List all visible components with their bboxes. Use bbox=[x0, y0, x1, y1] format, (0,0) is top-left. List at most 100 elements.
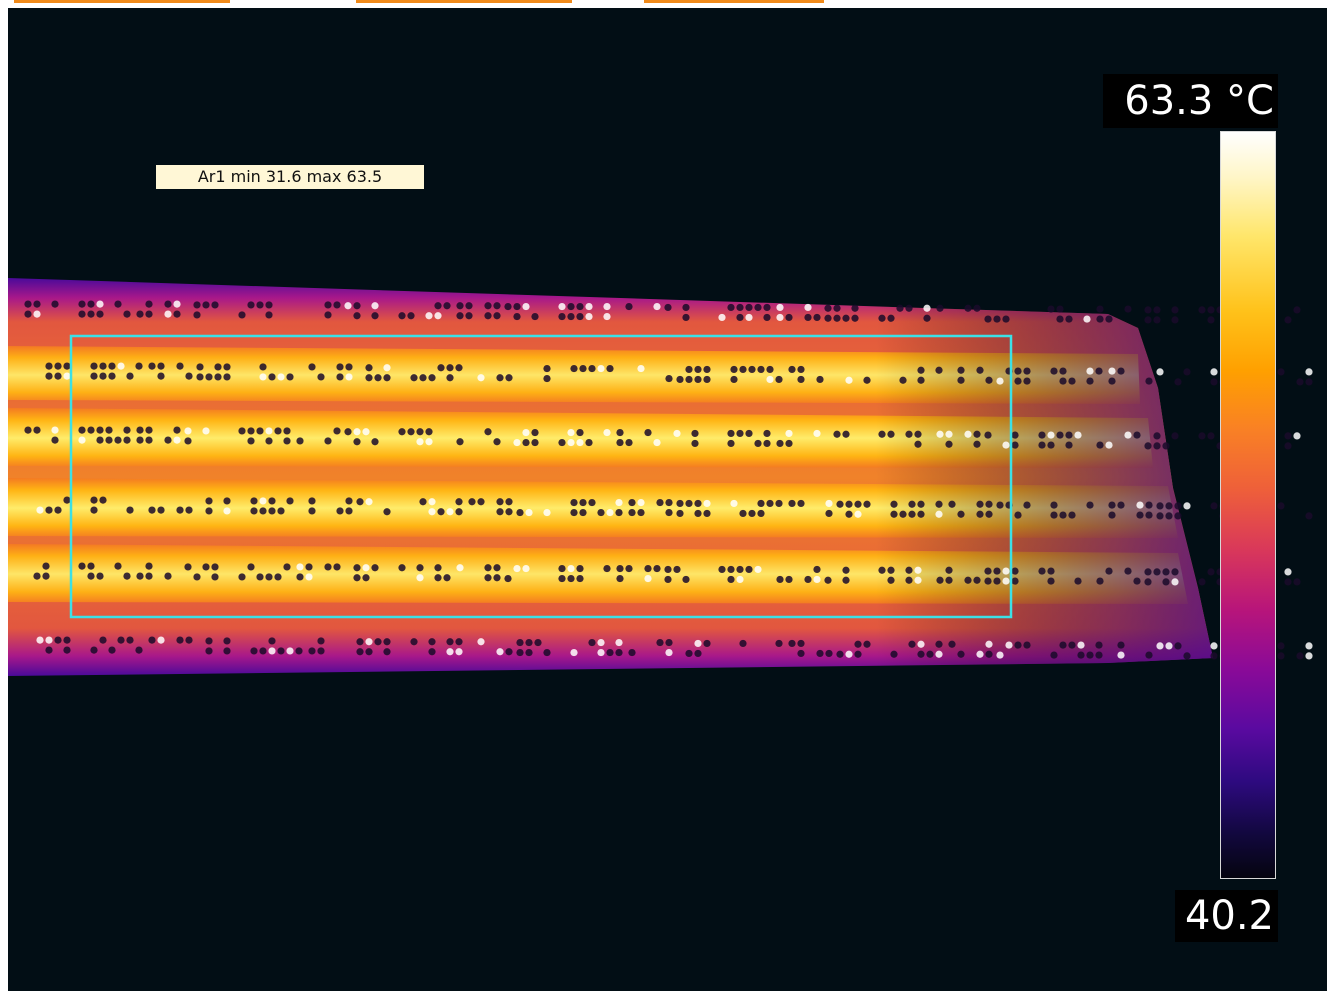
braille-dot bbox=[345, 507, 353, 515]
braille-dot bbox=[446, 508, 454, 516]
braille-dot bbox=[1162, 568, 1170, 576]
braille-dot bbox=[588, 364, 596, 373]
braille-dot bbox=[763, 439, 771, 448]
braille-dot bbox=[567, 438, 575, 447]
braille-dot bbox=[78, 310, 86, 318]
braille-dot bbox=[1145, 511, 1153, 519]
braille-dot bbox=[434, 564, 442, 572]
braille-dot bbox=[739, 639, 747, 648]
braille-dot bbox=[247, 301, 255, 309]
braille-dot bbox=[754, 565, 762, 574]
braille-dot bbox=[383, 508, 391, 516]
braille-dot bbox=[1198, 578, 1206, 586]
braille-dot bbox=[567, 302, 575, 311]
braille-dot bbox=[205, 637, 213, 645]
braille-dot bbox=[576, 302, 584, 311]
braille-dot bbox=[1293, 432, 1301, 440]
braille-dot bbox=[570, 508, 578, 517]
braille-dot bbox=[286, 497, 294, 505]
braille-dot bbox=[365, 498, 373, 506]
braille-dot bbox=[1077, 641, 1085, 649]
braille-dot bbox=[905, 304, 913, 312]
braille-dot bbox=[653, 302, 661, 311]
braille-dot bbox=[274, 427, 282, 435]
braille-dot bbox=[173, 300, 181, 308]
braille-dot bbox=[324, 437, 332, 445]
braille-dot bbox=[936, 576, 944, 584]
braille-dot bbox=[1156, 502, 1164, 510]
braille-dot bbox=[1117, 367, 1125, 375]
braille-dot bbox=[268, 373, 276, 381]
braille-dot bbox=[845, 650, 853, 658]
braille-dot bbox=[890, 500, 898, 508]
braille-dot bbox=[259, 373, 267, 381]
braille-dot bbox=[446, 638, 454, 646]
braille-dot bbox=[398, 312, 406, 320]
braille-dot bbox=[90, 372, 98, 380]
braille-dot bbox=[407, 428, 415, 436]
braille-dot bbox=[833, 430, 841, 438]
braille-dot bbox=[148, 636, 156, 644]
braille-dot bbox=[1207, 306, 1215, 314]
braille-dot bbox=[365, 374, 373, 382]
braille-dot bbox=[54, 372, 62, 380]
braille-dot bbox=[603, 564, 611, 573]
braille-dot bbox=[887, 314, 895, 322]
braille-dot bbox=[205, 507, 213, 515]
braille-dot bbox=[176, 636, 184, 644]
braille-dot bbox=[917, 650, 925, 658]
braille-dot bbox=[543, 508, 551, 517]
braille-dot bbox=[935, 500, 943, 508]
braille-dot bbox=[985, 640, 993, 648]
braille-dot bbox=[985, 376, 993, 384]
braille-dot bbox=[730, 499, 738, 508]
braille-dot bbox=[295, 647, 303, 655]
braille-dot bbox=[797, 639, 805, 648]
braille-dot bbox=[250, 507, 258, 515]
braille-dot bbox=[703, 499, 711, 508]
braille-dot bbox=[493, 574, 501, 582]
braille-dot bbox=[775, 639, 783, 648]
braille-dot bbox=[625, 438, 633, 447]
braille-dot bbox=[468, 498, 476, 506]
braille-dot bbox=[976, 650, 984, 658]
braille-dot bbox=[1133, 577, 1141, 585]
braille-dot bbox=[1014, 511, 1022, 519]
braille-dot bbox=[493, 438, 501, 446]
braille-dot bbox=[1108, 511, 1116, 519]
braille-dot bbox=[274, 573, 282, 581]
braille-dot bbox=[797, 375, 805, 384]
braille-dot bbox=[505, 498, 513, 506]
braille-dot bbox=[446, 374, 454, 382]
braille-dot bbox=[78, 426, 86, 434]
braille-dot bbox=[1047, 441, 1055, 449]
braille-dot bbox=[522, 428, 530, 437]
braille-dot bbox=[1014, 367, 1022, 375]
braille-dot bbox=[96, 572, 104, 580]
braille-dot bbox=[603, 312, 611, 321]
braille-dot bbox=[664, 565, 672, 574]
braille-dot bbox=[923, 314, 931, 322]
braille-dot bbox=[703, 509, 711, 518]
braille-dot bbox=[277, 507, 285, 515]
braille-dot bbox=[1068, 641, 1076, 649]
braille-dot bbox=[362, 564, 370, 572]
braille-dot bbox=[505, 508, 513, 516]
braille-dot bbox=[813, 313, 821, 322]
braille-dot bbox=[887, 576, 895, 584]
braille-dot bbox=[1153, 568, 1161, 576]
braille-dot bbox=[353, 564, 361, 572]
braille-dot bbox=[606, 508, 614, 517]
braille-dot bbox=[1065, 441, 1073, 449]
braille-dot bbox=[842, 430, 850, 438]
braille-dot bbox=[283, 437, 291, 445]
braille-dot bbox=[202, 427, 210, 435]
braille-dot bbox=[443, 574, 451, 582]
braille-dot bbox=[223, 507, 231, 515]
braille-dot bbox=[1171, 316, 1179, 324]
braille-dot bbox=[353, 574, 361, 582]
braille-dot bbox=[205, 373, 213, 381]
braille-dot bbox=[33, 426, 41, 434]
braille-dot bbox=[558, 564, 566, 573]
braille-dot bbox=[428, 508, 436, 516]
